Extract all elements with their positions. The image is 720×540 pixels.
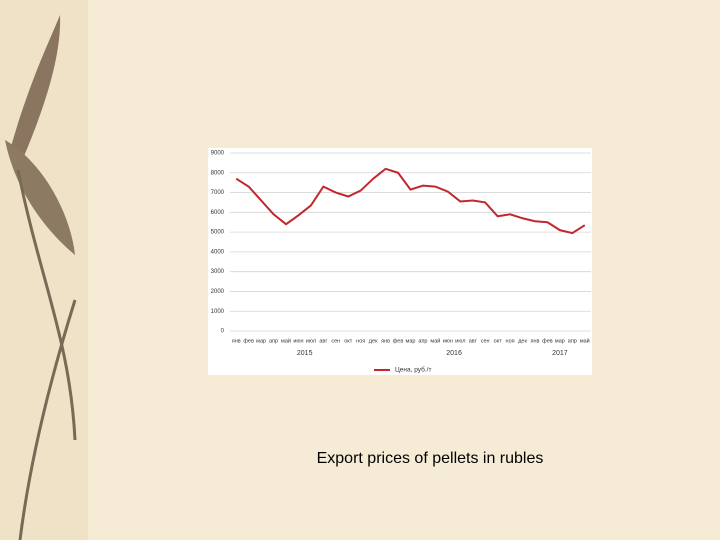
x-tick-label: дек xyxy=(369,338,378,344)
leaf xyxy=(5,140,75,255)
x-tick-label: окт xyxy=(344,338,353,344)
x-tick-label: апр xyxy=(418,338,427,344)
y-tick-label: 9000 xyxy=(211,151,225,157)
x-tick-label: авг xyxy=(469,338,477,344)
legend-label: Цена, руб./т xyxy=(395,366,431,374)
stem xyxy=(16,169,77,441)
y-tick-label: 2000 xyxy=(211,289,225,295)
year-label: 2015 xyxy=(297,350,313,357)
y-tick-label: 6000 xyxy=(211,210,225,216)
x-tick-label: май xyxy=(430,337,440,344)
x-tick-label: май xyxy=(580,337,590,344)
y-tick-label: 0 xyxy=(221,329,225,335)
x-tick-label: апр xyxy=(568,338,577,344)
x-tick-label: сен xyxy=(481,338,490,344)
x-tick-label: авг xyxy=(319,338,327,344)
x-tick-label: май xyxy=(281,337,291,344)
leaf xyxy=(10,15,61,170)
y-tick-label: 1000 xyxy=(211,309,225,315)
x-tick-label: мар xyxy=(406,338,416,344)
x-tick-label: янв xyxy=(531,338,540,344)
x-tick-label: фев xyxy=(393,338,404,344)
y-tick-label: 5000 xyxy=(211,230,225,236)
x-tick-label: июл xyxy=(455,338,465,344)
y-tick-label: 7000 xyxy=(211,190,225,196)
x-tick-label: дек xyxy=(518,338,527,344)
y-tick-label: 3000 xyxy=(211,269,225,275)
x-tick-label: мар xyxy=(256,338,266,344)
x-tick-label: ноя xyxy=(506,338,515,344)
x-tick-label: янв xyxy=(381,338,390,344)
x-tick-label: сен xyxy=(331,338,340,344)
chart: 0 1000 2000 3000 4000 5000 6000 7000 8000 9000 янв… xyxy=(208,148,592,375)
year-label: 2017 xyxy=(552,350,568,357)
line xyxy=(235,167,586,235)
x-tick-label: июл xyxy=(306,338,316,344)
x-tick-label: ноя xyxy=(356,338,365,344)
year-label: 2016 xyxy=(446,350,462,357)
x-tick-label: июн xyxy=(443,338,453,344)
x-tick-label: окт xyxy=(494,338,503,344)
x-tick-label: мар xyxy=(555,338,565,344)
x-tick-label: июн xyxy=(293,338,303,344)
stem xyxy=(18,299,77,540)
caption: Export prices of pellets in rubles xyxy=(316,450,544,467)
x-tick-label: фев xyxy=(542,338,553,344)
x-tick-label: фев xyxy=(243,338,254,344)
y-tick-label: 4000 xyxy=(211,249,225,255)
x-tick-label: апр xyxy=(269,338,278,344)
y-tick-label: 8000 xyxy=(211,170,225,176)
x-tick-label: янв xyxy=(232,338,241,344)
